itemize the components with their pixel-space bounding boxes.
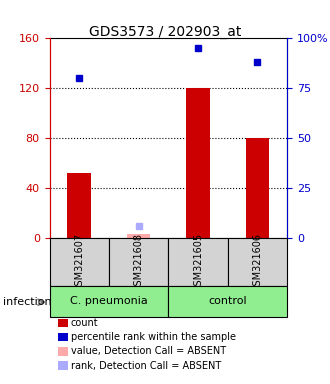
- Text: count: count: [71, 318, 99, 328]
- Text: percentile rank within the sample: percentile rank within the sample: [71, 332, 236, 342]
- Text: rank, Detection Call = ABSENT: rank, Detection Call = ABSENT: [71, 361, 221, 371]
- Text: GSM321606: GSM321606: [252, 233, 262, 291]
- FancyBboxPatch shape: [50, 238, 109, 286]
- Text: GDS3573 / 202903_at: GDS3573 / 202903_at: [89, 25, 241, 39]
- FancyBboxPatch shape: [168, 238, 228, 286]
- FancyBboxPatch shape: [228, 238, 287, 286]
- Text: GSM321605: GSM321605: [193, 233, 203, 291]
- Text: infection: infection: [3, 297, 52, 307]
- FancyBboxPatch shape: [168, 286, 287, 317]
- Bar: [246, 138, 269, 238]
- Bar: [127, 234, 150, 238]
- FancyBboxPatch shape: [50, 286, 168, 317]
- Text: GSM321608: GSM321608: [134, 233, 144, 291]
- Text: value, Detection Call = ABSENT: value, Detection Call = ABSENT: [71, 346, 226, 356]
- Text: GSM321607: GSM321607: [74, 233, 84, 291]
- Text: C. pneumonia: C. pneumonia: [70, 296, 148, 306]
- Bar: [186, 88, 210, 238]
- FancyBboxPatch shape: [109, 238, 168, 286]
- Bar: [67, 173, 91, 238]
- Text: control: control: [208, 296, 247, 306]
